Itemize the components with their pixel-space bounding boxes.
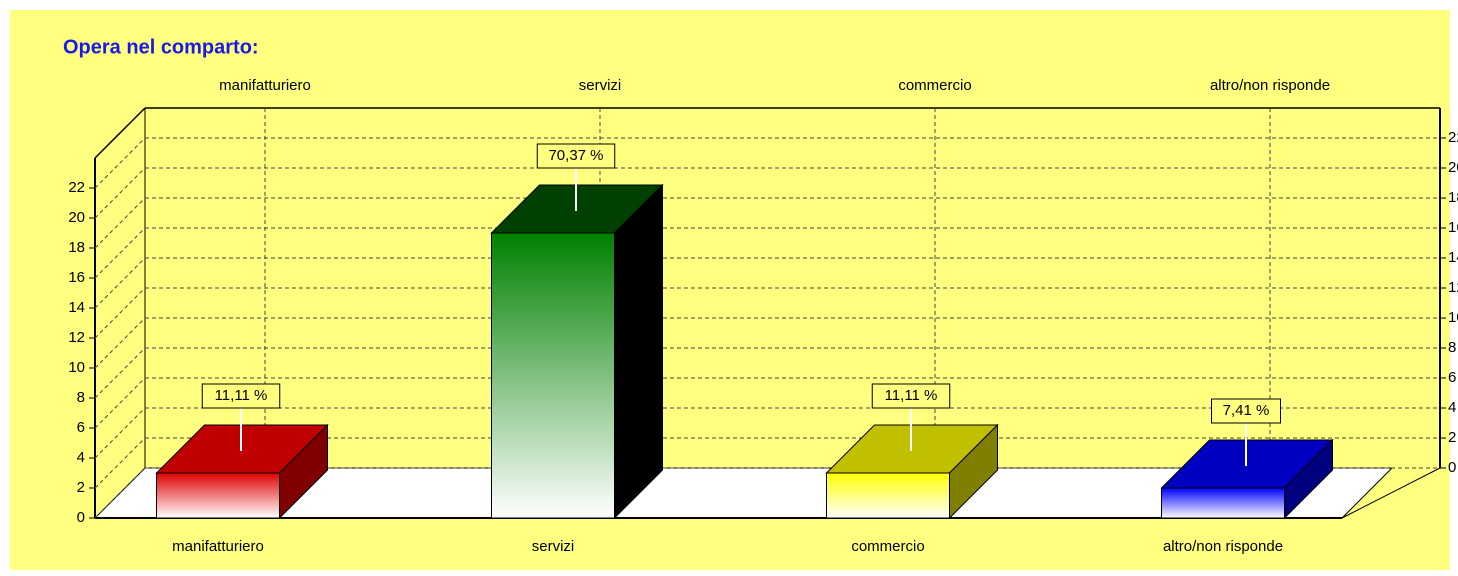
value-label-box: [201, 383, 281, 409]
grid-line: [94, 167, 146, 219]
grid-line: [94, 467, 146, 519]
x-tick-label: servizi: [532, 538, 575, 555]
y-tick-label: 22: [68, 179, 85, 196]
bar-side: [614, 183, 663, 520]
y-tick-label: 20: [68, 209, 85, 226]
x-tick-label-top: commercio: [898, 77, 971, 94]
y-tick-label: 18: [1448, 189, 1458, 206]
left-wall-top: [94, 107, 146, 159]
y-tick-label: 10: [68, 359, 85, 376]
x-tick-label: commercio: [851, 538, 924, 555]
y-tick-label: 2: [1448, 429, 1456, 446]
x-tick-label-top: manifatturiero: [219, 77, 311, 94]
y-tick-label: 6: [77, 419, 85, 436]
value-label: 70,37 %: [548, 147, 603, 164]
y-tick-label: 0: [1448, 459, 1456, 476]
grid-line: [94, 407, 146, 459]
y-tick-label: 18: [68, 239, 85, 256]
value-label: 7,41 %: [1223, 402, 1270, 419]
grid-line: [94, 377, 146, 429]
value-label-box: [536, 143, 616, 169]
y-tick-label: 4: [77, 449, 85, 466]
grid-line: [94, 137, 146, 189]
bar: [1161, 487, 1285, 519]
value-label: 11,11 %: [885, 387, 938, 404]
y-tick-label: 2: [77, 479, 85, 496]
y-tick-label: 10: [1448, 309, 1458, 326]
y-tick-label: 22: [1448, 129, 1458, 146]
x-tick-label: altro/non risponde: [1163, 538, 1283, 555]
grid-line: [94, 227, 146, 279]
y-tick-label: 12: [1448, 279, 1458, 296]
grid-line: [94, 197, 146, 249]
value-label-box: [1211, 398, 1281, 424]
y-tick-label: 0: [77, 509, 85, 526]
grid-line: [94, 287, 146, 339]
chart-title: Opera nel comparto:: [63, 36, 259, 58]
grid-line: [94, 437, 146, 489]
y-tick-label: 4: [1448, 399, 1456, 416]
grid-line: [94, 347, 146, 399]
value-label: 11,11 %: [215, 387, 268, 404]
bar: [826, 472, 950, 519]
y-tick-label: 14: [1448, 249, 1458, 266]
y-tick-label: 20: [1448, 159, 1458, 176]
grid-line: [94, 317, 146, 369]
x-tick-label-top: altro/non risponde: [1210, 77, 1330, 94]
x-tick-label-top: servizi: [579, 77, 622, 94]
y-tick-label: 8: [1448, 339, 1456, 356]
floor-right: [1341, 467, 1441, 519]
y-tick-label: 16: [68, 269, 85, 286]
value-label-box: [871, 383, 951, 409]
x-tick-label: manifatturiero: [172, 538, 264, 555]
bar: [491, 232, 615, 519]
grid-line: [94, 257, 146, 309]
y-tick-label: 6: [1448, 369, 1456, 386]
y-tick-label: 8: [77, 389, 85, 406]
bar: [156, 472, 280, 519]
y-tick-label: 14: [68, 299, 85, 316]
y-tick-label: 12: [68, 329, 85, 346]
y-tick-label: 16: [1448, 219, 1458, 236]
